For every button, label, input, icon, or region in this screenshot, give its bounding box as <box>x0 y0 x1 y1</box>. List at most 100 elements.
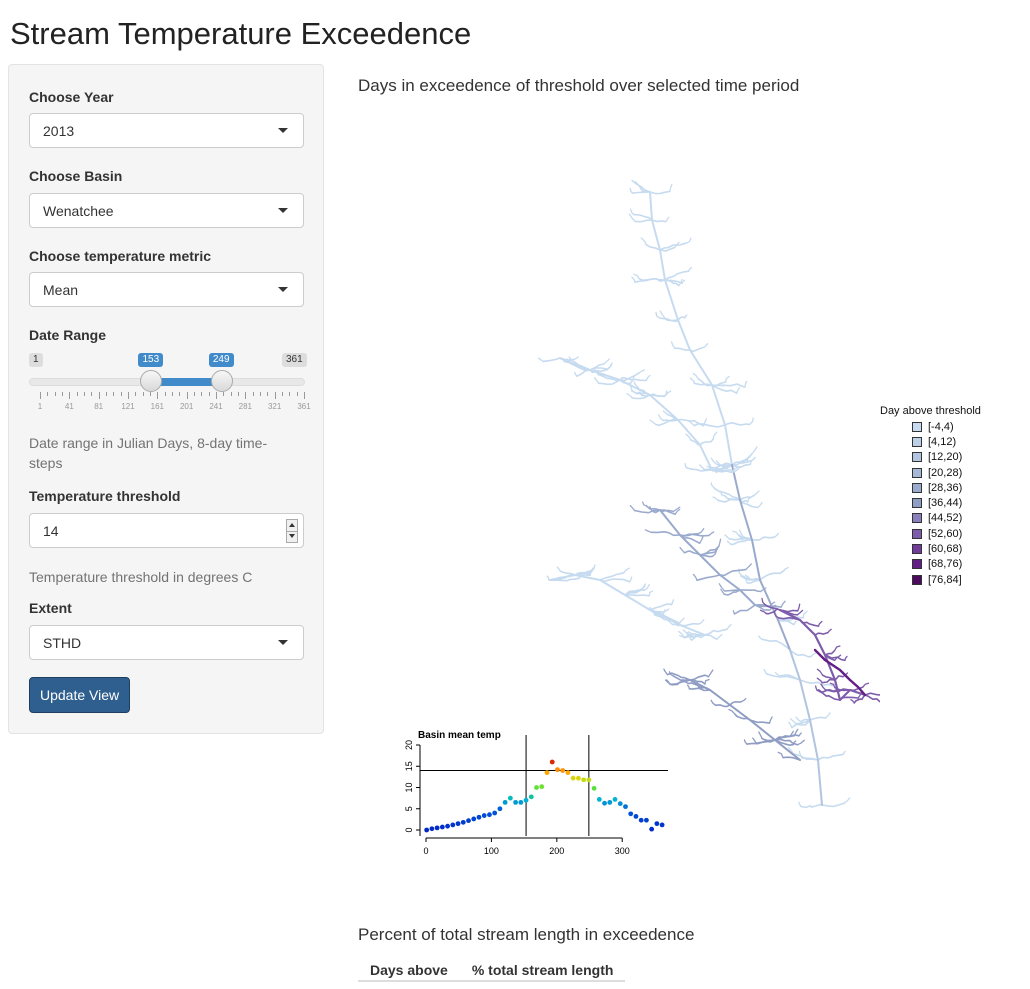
decrement-icon[interactable] <box>287 531 297 542</box>
data-point <box>596 797 602 802</box>
stream-segment <box>626 392 634 399</box>
slider-grid-label: 361 <box>297 402 311 411</box>
stream-segment <box>723 589 741 592</box>
stream-segment <box>631 180 634 182</box>
stream-segment <box>829 682 836 689</box>
stream-segment <box>755 739 776 745</box>
stream-segment <box>697 528 705 535</box>
stream-segment <box>699 438 714 446</box>
slider-grid-tick <box>179 392 181 396</box>
stream-segment <box>684 314 688 319</box>
stream-segment <box>633 381 639 388</box>
stream-segment <box>666 672 691 681</box>
year-label: Choose Year <box>29 89 114 105</box>
basin-select[interactable]: Wenatchee <box>29 193 304 228</box>
stream-segment <box>689 377 695 384</box>
stream-segment <box>650 530 681 537</box>
data-point <box>623 804 628 810</box>
stream-segment <box>712 496 719 501</box>
stream-segment <box>749 456 756 462</box>
stream-segment <box>672 506 681 513</box>
data-point <box>518 799 524 805</box>
slider-grid-tick <box>120 392 122 396</box>
data-point <box>455 821 461 827</box>
stream-segment <box>711 384 738 394</box>
extent-select[interactable]: STHD <box>29 625 304 660</box>
stream-segment <box>642 501 647 507</box>
table-header-row: Days above% total stream length <box>358 960 626 982</box>
stream-segment <box>862 682 870 688</box>
metric-select[interactable]: Mean <box>29 272 304 307</box>
stream-segment <box>765 608 781 615</box>
stream-segment <box>546 575 550 581</box>
stream-segment <box>782 756 801 761</box>
stream-segment <box>713 546 719 553</box>
stream-segment <box>726 540 732 545</box>
legend-label: [4,12) <box>928 435 957 448</box>
stream-segment <box>796 609 804 616</box>
slider-grid-tick <box>289 392 291 396</box>
slider-grid-tick <box>98 392 100 399</box>
stream-segment <box>753 490 760 497</box>
stream-segment <box>640 237 647 246</box>
stream-segment <box>549 574 706 636</box>
stream-segment <box>649 419 657 426</box>
threshold-spinner[interactable] <box>286 519 298 543</box>
stream-segment <box>659 246 676 252</box>
stream-segment <box>693 423 726 428</box>
slider-to-handle[interactable] <box>210 370 233 392</box>
stream-segment <box>631 394 651 400</box>
legend-item: [36,44) <box>880 495 981 510</box>
legend-swatch <box>912 467 922 478</box>
stream-segment <box>668 671 674 677</box>
stream-network-map <box>537 180 880 809</box>
slider-grid-label: 1 <box>37 402 43 411</box>
data-point <box>460 819 466 825</box>
stream-segment <box>788 721 793 729</box>
data-point <box>617 801 623 807</box>
update-view-button[interactable]: Update View <box>29 677 131 713</box>
extent-label: Extent <box>29 600 72 616</box>
chevron-down-icon <box>278 640 288 645</box>
stream-segment <box>758 635 763 641</box>
stream-segment <box>559 357 713 471</box>
stream-segment <box>710 482 716 490</box>
stream-segment <box>624 594 651 597</box>
stream-segment <box>820 683 827 691</box>
legend-label: [76,84] <box>928 573 962 586</box>
threshold-input[interactable]: 14 <box>29 513 304 548</box>
stream-segment <box>745 563 752 571</box>
app-title: Stream Temperature Exceedence <box>10 16 472 51</box>
stream-segment <box>821 688 851 693</box>
stream-segment <box>707 669 714 678</box>
stream-segment <box>686 684 691 690</box>
stream-segment <box>801 757 819 761</box>
increment-icon[interactable] <box>287 520 297 532</box>
stream-segment <box>665 216 670 223</box>
stream-segment <box>679 617 685 624</box>
stream-segment <box>659 242 687 251</box>
stream-segment <box>589 362 605 371</box>
slider-grid-tick <box>208 392 210 396</box>
stream-segment <box>834 675 844 681</box>
slider-from-handle[interactable] <box>140 370 163 392</box>
data-point <box>528 794 534 800</box>
stream-segment <box>599 571 625 581</box>
stream-segment <box>645 243 661 251</box>
stream-segment <box>789 649 823 806</box>
stream-segment <box>654 419 679 427</box>
year-select[interactable]: 2013 <box>29 113 304 148</box>
stream-segment <box>748 417 754 426</box>
stream-segment <box>792 740 797 746</box>
legend-item: [20,28) <box>880 465 981 480</box>
stream-segment <box>716 633 723 640</box>
y-tick-label: 15 <box>404 761 414 771</box>
sidebar-panel: Choose Year 2013 Choose Basin Wenatchee … <box>8 64 324 734</box>
data-point <box>445 823 450 829</box>
slider-grid-label: 201 <box>179 402 194 411</box>
stream-segment <box>726 624 732 630</box>
slider-grid-tick <box>76 392 78 396</box>
stream-segment <box>798 732 802 737</box>
slider-grid-tick <box>260 392 261 396</box>
stream-segment <box>719 568 747 577</box>
